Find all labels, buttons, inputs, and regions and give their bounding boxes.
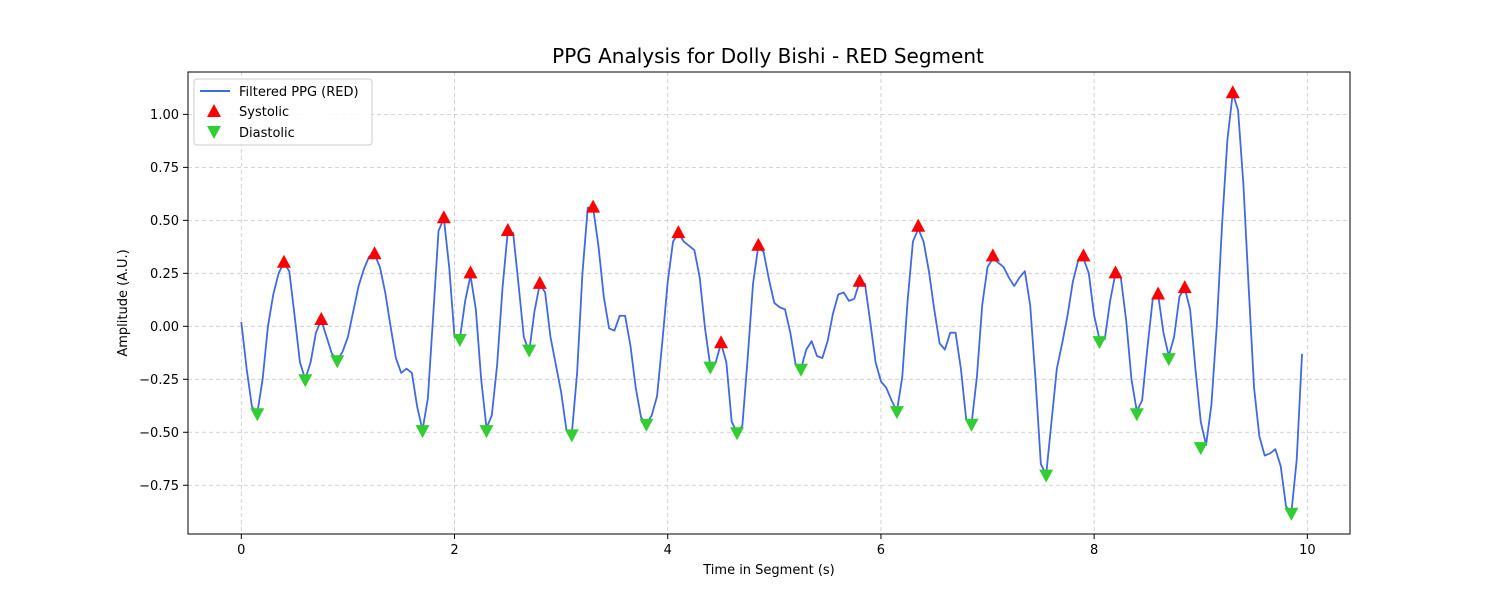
x-tick-label: 6 xyxy=(877,543,885,558)
diastolic-marker xyxy=(639,418,654,432)
plot-frame xyxy=(187,71,1351,535)
diastolic-marker xyxy=(964,418,979,432)
diastolic-marker xyxy=(564,429,579,443)
y-tick-label: 1.00 xyxy=(150,108,179,123)
systolic-marker xyxy=(911,218,926,232)
diastolic-marker xyxy=(793,363,808,377)
y-tick-label: 0.00 xyxy=(150,320,179,335)
diastolic-marker xyxy=(330,355,345,369)
legend-label-diastolic: Diastolic xyxy=(239,126,295,141)
systolic-marker xyxy=(436,210,451,224)
x-tick-label: 10 xyxy=(1299,543,1316,558)
systolic-marker xyxy=(367,246,382,260)
diastolic-marker xyxy=(889,406,904,420)
legend-diastolic-swatch xyxy=(207,126,221,139)
axis-layer: 0 2 4 6 8 10 −0.75 −0.50 −0.25 0.00 0.25 0.50 0.75 1.… xyxy=(139,108,1315,558)
systolic-marker xyxy=(1076,248,1091,262)
diastolic-marker xyxy=(1161,353,1176,367)
legend-label-systolic: Systolic xyxy=(239,105,289,120)
y-tick-label: −0.50 xyxy=(139,426,179,441)
systolic-marker xyxy=(1151,286,1166,300)
systolic-marker xyxy=(852,273,867,287)
systolic-marker xyxy=(1108,265,1123,279)
systolic-marker xyxy=(463,265,478,279)
diastolic-marker xyxy=(1284,507,1299,521)
diastolic-marker xyxy=(1092,336,1107,350)
systolic-marker xyxy=(532,275,547,289)
systolic-marker xyxy=(1177,280,1192,294)
diastolic-marker xyxy=(479,425,494,439)
x-tick-label: 0 xyxy=(237,543,245,558)
diastolic-marker xyxy=(703,361,718,375)
marker-layer xyxy=(250,85,1299,521)
systolic-marker xyxy=(985,248,1000,262)
diastolic-marker xyxy=(522,344,537,358)
diastolic-marker xyxy=(1039,469,1054,483)
systolic-marker xyxy=(314,311,329,325)
systolic-marker xyxy=(500,222,515,236)
series-layer xyxy=(240,92,1303,514)
diastolic-marker xyxy=(1129,408,1144,422)
diastolic-marker xyxy=(730,427,745,441)
systolic-marker xyxy=(1225,85,1240,99)
diastolic-marker xyxy=(1193,442,1208,456)
chart-title: PPG Analysis for Dolly Bishi - RED Segme… xyxy=(552,44,984,68)
systolic-marker xyxy=(586,199,601,213)
legend: Filtered PPG (RED) Systolic Diastolic xyxy=(193,78,373,146)
y-tick-label: 0.75 xyxy=(150,161,179,176)
diastolic-marker xyxy=(452,334,467,348)
legend-label-filtered: Filtered PPG (RED) xyxy=(239,85,359,100)
systolic-marker xyxy=(276,254,291,268)
y-axis-label: Amplitude (A.U.) xyxy=(116,249,131,356)
systolic-marker xyxy=(671,225,686,239)
y-tick-label: −0.25 xyxy=(139,373,179,388)
x-tick-label: 4 xyxy=(664,543,672,558)
y-tick-label: 0.50 xyxy=(150,214,179,229)
diastolic-marker xyxy=(415,425,430,439)
y-tick-label: 0.25 xyxy=(150,267,179,282)
grid-layer xyxy=(188,72,1350,534)
x-tick-label: 2 xyxy=(450,543,458,558)
x-tick-label: 8 xyxy=(1090,543,1098,558)
x-axis-label: Time in Segment (s) xyxy=(702,563,834,578)
diastolic-marker xyxy=(250,408,265,422)
legend-box xyxy=(193,78,373,146)
systolic-marker xyxy=(714,335,729,349)
systolic-marker xyxy=(751,237,766,251)
diastolic-marker xyxy=(298,374,313,388)
ppg-series-line xyxy=(240,92,1303,514)
y-tick-label: −0.75 xyxy=(139,479,179,494)
legend-systolic-swatch xyxy=(207,104,221,117)
